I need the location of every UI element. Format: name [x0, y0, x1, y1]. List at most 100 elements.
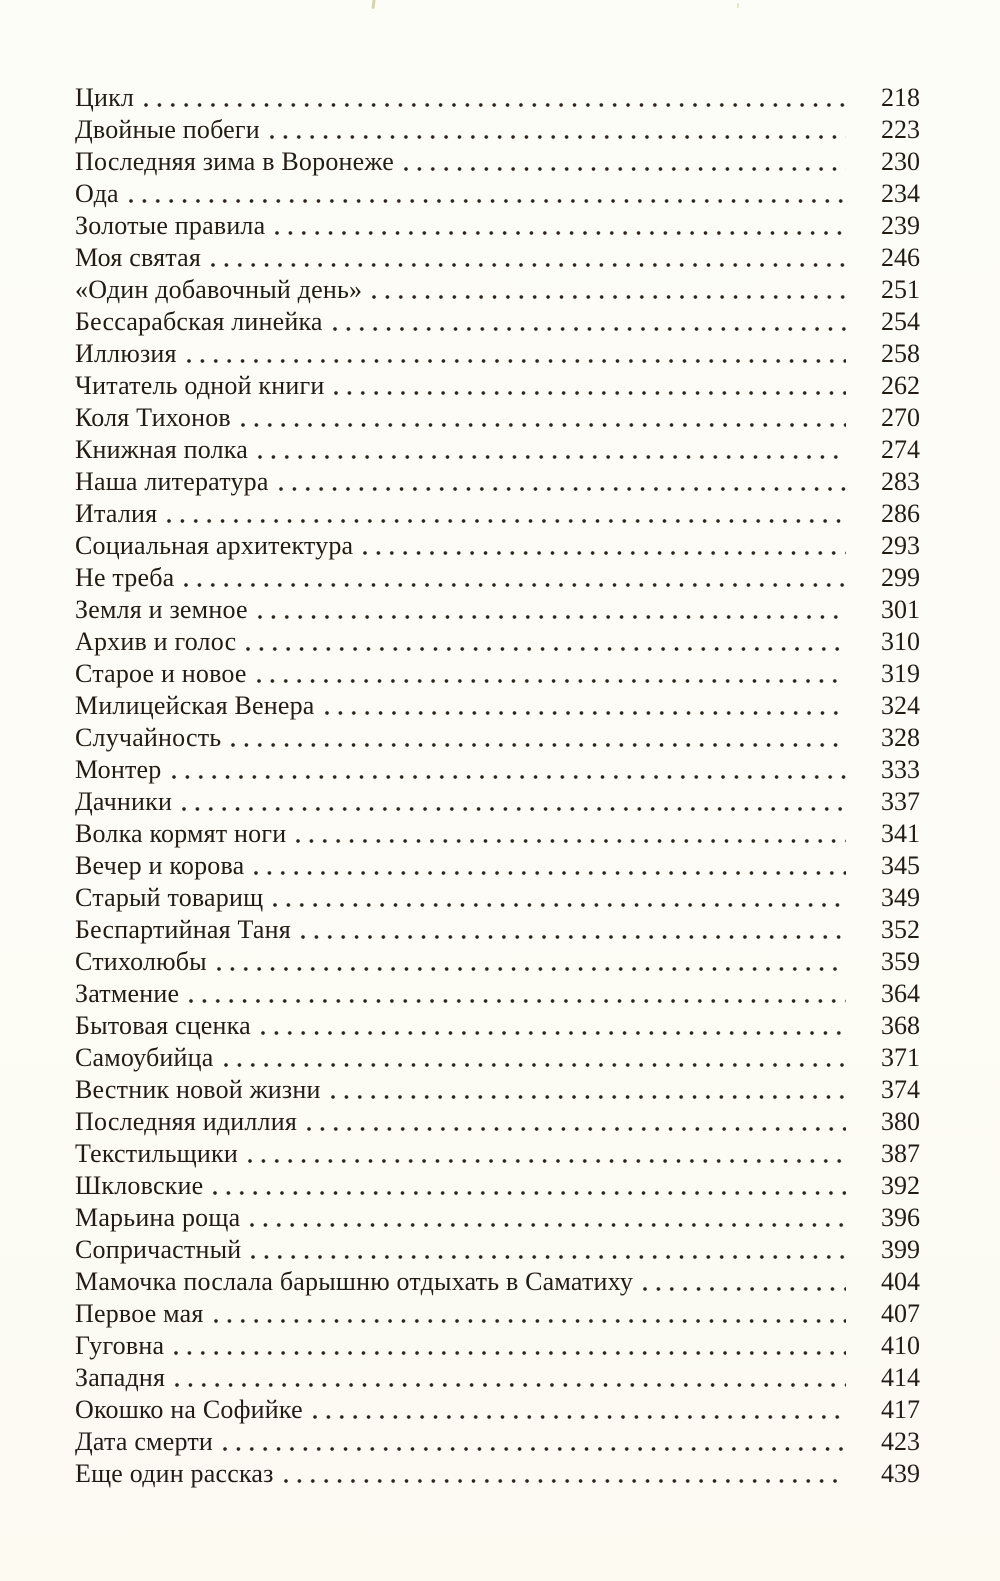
- toc-entry-title: Бытовая сценка: [75, 1011, 251, 1040]
- toc-entry-title: Последняя идиллия: [75, 1107, 297, 1136]
- toc-row: Книжная полка 274: [75, 434, 920, 466]
- toc-row: Последняя зима в Воронеже 230: [75, 146, 920, 178]
- toc-entry-title: Книжная полка: [75, 435, 248, 464]
- dot-leader: [300, 935, 846, 939]
- toc-row: Ода 234: [75, 178, 920, 210]
- toc-entry-page-number: 349: [881, 883, 920, 912]
- toc-entry-page-number: 223: [881, 115, 920, 144]
- toc-row: Беспартийная Таня 352: [75, 914, 920, 946]
- toc-entry-page-number: 392: [881, 1171, 920, 1200]
- toc-row: Милицейская Венера 324: [75, 690, 920, 722]
- toc-row: Мамочка послала барышню отдыхать в Самат…: [75, 1266, 920, 1298]
- toc-row: «Один добавочный день» 251: [75, 274, 920, 306]
- toc-entry-title: Окошко на Софийке: [75, 1395, 303, 1424]
- toc-entry-title: Гуговна: [75, 1331, 165, 1360]
- toc-row: Вестник новой жизни 374: [75, 1074, 920, 1106]
- toc-entry-page-number: 286: [881, 499, 920, 528]
- dot-leader: [283, 1479, 846, 1483]
- toc-row: Не треба 299: [75, 562, 920, 594]
- dot-leader: [223, 1063, 846, 1067]
- toc-entry-page-number: 337: [881, 787, 920, 816]
- dot-leader: [182, 807, 846, 811]
- toc-row: Наша литература 283: [75, 466, 920, 498]
- toc-entry-title: «Один добавочный день»: [75, 275, 363, 304]
- scan-speck: [737, 3, 739, 8]
- toc-row: Старое и новое 319: [75, 658, 920, 690]
- toc-entry-page-number: 254: [881, 307, 920, 336]
- toc-entry-title: Вестник новой жизни: [75, 1075, 321, 1104]
- toc-entry-title: Волка кормят ноги: [75, 819, 287, 848]
- toc-entry-page-number: 299: [881, 563, 920, 592]
- toc-row: Италия 286: [75, 498, 920, 530]
- toc-entry-title: Не треба: [75, 563, 175, 592]
- toc-entry-page-number: 396: [881, 1203, 920, 1232]
- toc-entry-title: Мамочка послала барышню отдыхать в Самат…: [75, 1267, 634, 1296]
- toc-row: Первое мая 407: [75, 1298, 920, 1330]
- toc-row: Цикл 218: [75, 82, 920, 114]
- toc-entry-title: Марьина роща: [75, 1203, 241, 1232]
- dot-leader: [247, 1159, 846, 1163]
- toc-row: Еще один рассказ 439: [75, 1458, 920, 1490]
- dot-leader: [184, 583, 846, 587]
- dot-leader: [278, 487, 846, 491]
- toc-row: Шкловские 392: [75, 1170, 920, 1202]
- dot-leader: [257, 615, 846, 619]
- toc-entry-title: Италия: [75, 499, 158, 528]
- table-of-contents: Цикл 218 Двойные побеги 223 Последняя зи…: [75, 82, 920, 1490]
- toc-entry-page-number: 310: [881, 627, 920, 656]
- toc-entry-title: Цикл: [75, 83, 135, 112]
- toc-row: Сопричастный 399: [75, 1234, 920, 1266]
- dot-leader: [643, 1287, 846, 1291]
- toc-entry-title: Текстильщики: [75, 1139, 238, 1168]
- dot-leader: [254, 871, 846, 875]
- toc-entry-title: Затмение: [75, 979, 180, 1008]
- toc-entry-page-number: 239: [881, 211, 920, 240]
- dot-leader: [403, 167, 846, 171]
- toc-entry-page-number: 371: [881, 1043, 920, 1072]
- toc-entry-page-number: 262: [881, 371, 920, 400]
- toc-entry-title: Иллюзия: [75, 339, 177, 368]
- toc-entry-title: Двойные побеги: [75, 115, 260, 144]
- toc-row: Волка кормят ноги 341: [75, 818, 920, 850]
- toc-entry-page-number: 364: [881, 979, 920, 1008]
- dot-leader: [330, 1095, 846, 1099]
- dot-leader: [312, 1415, 846, 1419]
- dot-leader: [213, 1191, 846, 1195]
- toc-entry-title: Золотые правила: [75, 211, 266, 240]
- dot-leader: [275, 231, 846, 235]
- dot-leader: [250, 1223, 846, 1227]
- toc-entry-page-number: 301: [881, 595, 920, 624]
- toc-entry-title: Старое и новое: [75, 659, 247, 688]
- toc-entry-title: Случайность: [75, 723, 222, 752]
- dot-leader: [256, 679, 846, 683]
- toc-row: Затмение 364: [75, 978, 920, 1010]
- toc-row: Самоубийца 371: [75, 1042, 920, 1074]
- toc-entry-title: Первое мая: [75, 1299, 204, 1328]
- toc-row: Вечер и корова 345: [75, 850, 920, 882]
- toc-row: Старый товарищ 349: [75, 882, 920, 914]
- dot-leader: [296, 839, 846, 843]
- toc-entry-title: Еще один рассказ: [75, 1459, 274, 1488]
- dot-leader: [260, 1031, 846, 1035]
- toc-row: Коля Тихонов 270: [75, 402, 920, 434]
- toc-entry-title: Старый товарищ: [75, 883, 264, 912]
- dot-leader: [223, 1447, 846, 1451]
- dot-leader: [167, 519, 846, 523]
- toc-entry-title: Читатель одной книги: [75, 371, 325, 400]
- toc-entry-page-number: 234: [881, 179, 920, 208]
- dot-leader: [273, 903, 846, 907]
- toc-entry-page-number: 319: [881, 659, 920, 688]
- toc-entry-title: Бессарабская линейка: [75, 307, 323, 336]
- dot-leader: [189, 999, 846, 1003]
- toc-entry-title: Сопричастный: [75, 1235, 242, 1264]
- toc-row: Двойные побеги 223: [75, 114, 920, 146]
- toc-entry-page-number: 417: [881, 1395, 920, 1424]
- toc-entry-page-number: 328: [881, 723, 920, 752]
- dot-leader: [324, 711, 846, 715]
- toc-entry-page-number: 333: [881, 755, 920, 784]
- toc-entry-title: Земля и земное: [75, 595, 248, 624]
- toc-entry-title: Стихолюбы: [75, 947, 207, 976]
- toc-row: Стихолюбы 359: [75, 946, 920, 978]
- toc-entry-page-number: 341: [881, 819, 920, 848]
